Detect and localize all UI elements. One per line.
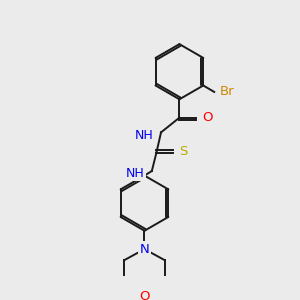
- Text: O: O: [139, 290, 150, 300]
- Text: S: S: [179, 145, 188, 158]
- Text: N: N: [140, 243, 149, 256]
- Text: NH: NH: [126, 167, 145, 180]
- Text: O: O: [202, 111, 213, 124]
- Text: Br: Br: [220, 85, 234, 98]
- Text: NH: NH: [135, 129, 154, 142]
